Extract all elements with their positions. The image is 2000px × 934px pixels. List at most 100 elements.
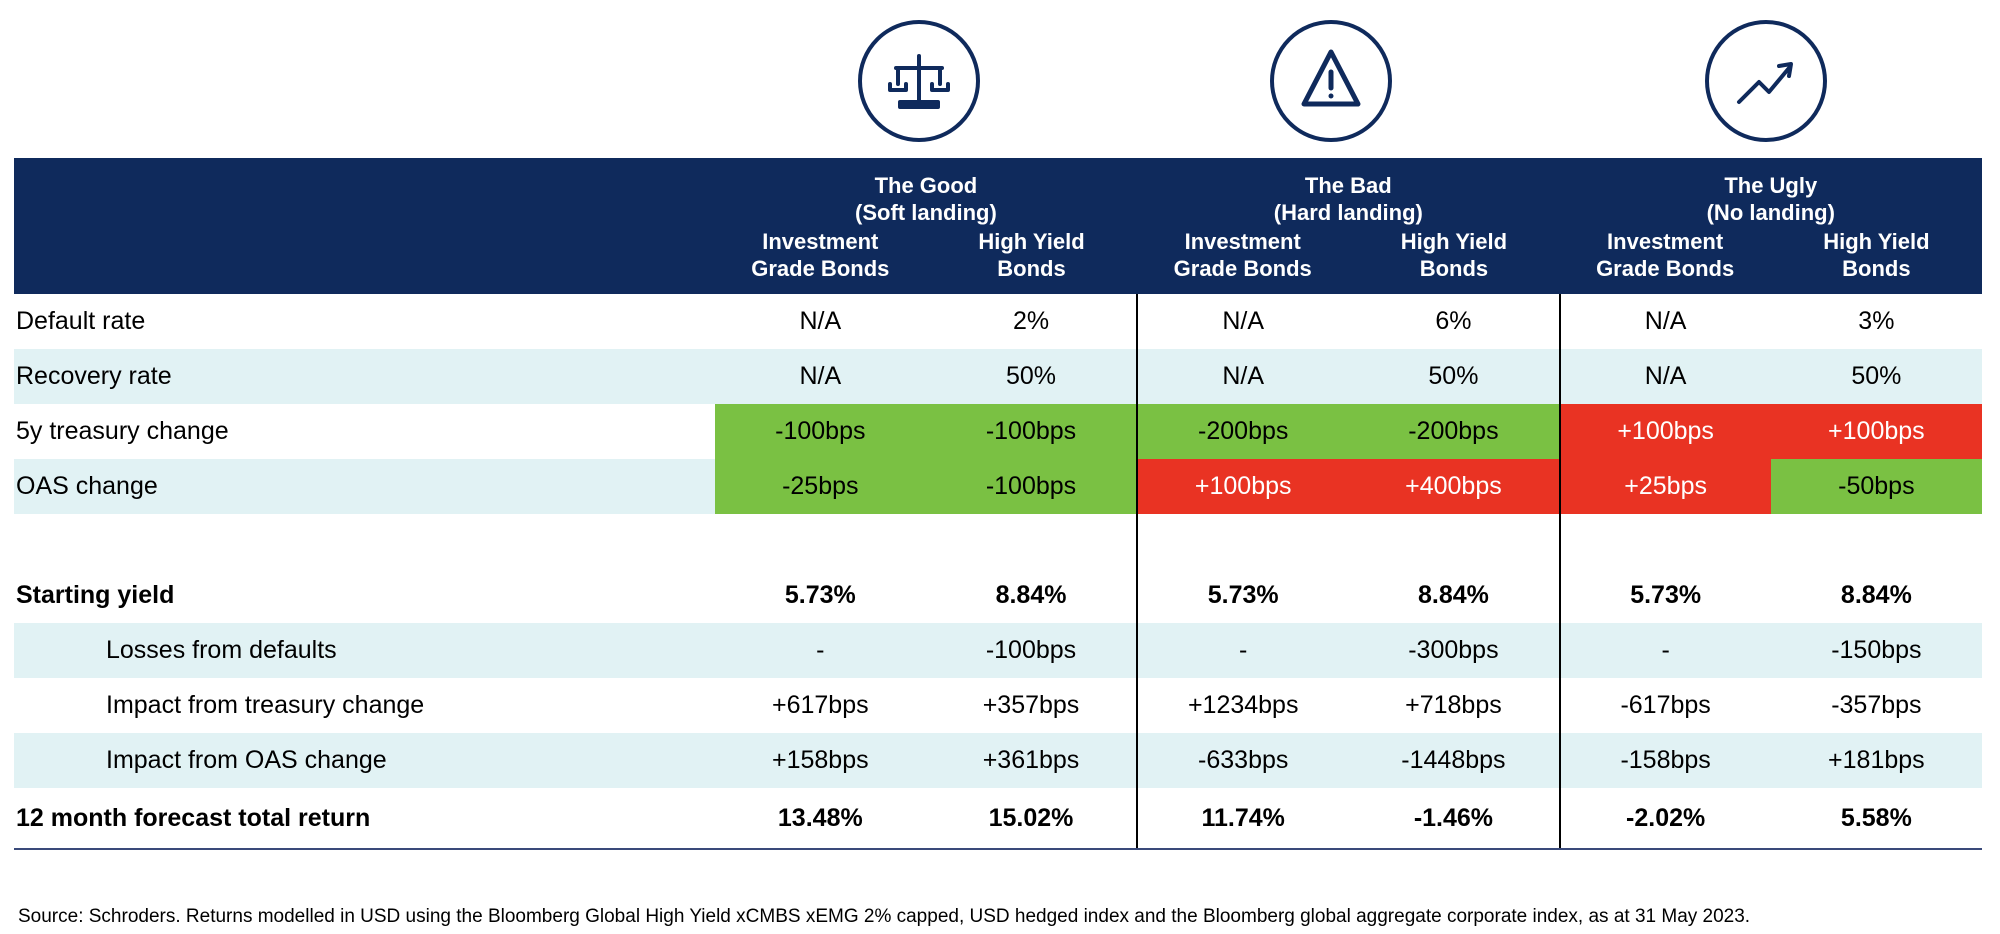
table-cell: N/A xyxy=(1136,349,1349,404)
table-cell: 2% xyxy=(1012,307,1050,335)
table-cell: +617bps xyxy=(771,691,869,719)
col-line: Investment xyxy=(1184,229,1301,254)
column-header-hy: High Yield Bonds xyxy=(1348,226,1560,294)
row-label: Default rate xyxy=(16,307,146,335)
table-cell: +158bps xyxy=(714,733,926,788)
table-cell: -158bps xyxy=(1558,733,1771,788)
column-header-hy: High Yield Bonds xyxy=(925,226,1138,294)
table-cell: N/A xyxy=(1558,349,1771,404)
scenario-icons xyxy=(0,0,2000,158)
table-cell: - xyxy=(1136,623,1349,678)
table-cell: 50% xyxy=(1770,349,1982,404)
col-line: Investment xyxy=(762,229,879,254)
scenario-title: The Bad xyxy=(1304,173,1392,198)
scenario-subtitle: (No landing) xyxy=(1706,200,1835,225)
table-cell-positive: -100bps xyxy=(714,404,926,459)
table-cell: -2.02% xyxy=(1558,788,1771,850)
table-cell-negative: +100bps xyxy=(1136,459,1349,514)
col-line: High Yield xyxy=(1823,229,1930,254)
row-label: Recovery rate xyxy=(14,349,715,404)
table-cell: N/A xyxy=(1558,294,1771,349)
table-cell: -617bps xyxy=(1558,678,1771,733)
column-header-ig: Investment Grade Bonds xyxy=(714,226,926,294)
table-row: Losses from defaults - -100bps - -300bps… xyxy=(14,623,1982,678)
trend-up-arrow-icon xyxy=(1705,20,1827,142)
scenario-ugly-header: The Ugly (No landing) xyxy=(1559,158,1982,226)
table-cell-negative: +400bps xyxy=(1348,459,1560,514)
spacer-cell xyxy=(1558,514,1771,568)
table-cell: -357bps xyxy=(1831,691,1922,719)
table-cell-positive: -200bps xyxy=(1136,404,1349,459)
column-header-ig: Investment Grade Bonds xyxy=(1559,226,1771,294)
column-header-ig: Investment Grade Bonds xyxy=(1137,226,1349,294)
scenario-subtitle: (Soft landing) xyxy=(855,200,997,225)
table-cell: +181bps xyxy=(1770,733,1982,788)
table-cell: +361bps xyxy=(925,733,1138,788)
table-cell-negative: +100bps xyxy=(1558,404,1771,459)
row-label: Impact from OAS change xyxy=(14,733,715,788)
row-label: Starting yield xyxy=(16,581,175,609)
col-line: Bonds xyxy=(1419,256,1489,281)
col-line: Grade Bonds xyxy=(751,256,890,281)
scenario-title: The Good xyxy=(874,173,978,198)
row-label: 5y treasury change xyxy=(16,417,229,445)
col-line: Grade Bonds xyxy=(1596,256,1735,281)
table-cell-positive: -25bps xyxy=(714,459,926,514)
table-row: Impact from treasury change +617bps +357… xyxy=(14,678,1982,733)
table-cell-negative: +100bps xyxy=(1770,404,1982,459)
table-cell: 8.84% xyxy=(1417,581,1489,609)
header-empty xyxy=(14,226,715,294)
spacer-cell xyxy=(1771,514,1982,568)
table-cell: +1234bps xyxy=(1136,678,1349,733)
table-row: Starting yield 5.73% 8.84% 5.73% 8.84% 5… xyxy=(14,568,1982,623)
table-row-total: 12 month forecast total return 13.48% 15… xyxy=(14,788,1982,850)
spacer-cell xyxy=(926,514,1137,568)
spacer-cell xyxy=(715,514,926,568)
col-line: High Yield xyxy=(978,229,1085,254)
row-label: OAS change xyxy=(14,459,715,514)
table-cell: 8.84% xyxy=(1840,581,1912,609)
table-cell: N/A xyxy=(1136,294,1349,349)
table-cell: -150bps xyxy=(1770,623,1982,678)
table-cell: -1.46% xyxy=(1348,788,1560,850)
table-cell: -633bps xyxy=(1136,733,1349,788)
spacer-cell xyxy=(14,514,715,568)
table-cell: 5.73% xyxy=(1558,568,1771,623)
table-cell: +357bps xyxy=(982,691,1080,719)
warning-triangle-icon xyxy=(1270,20,1392,142)
col-line: Grade Bonds xyxy=(1173,256,1312,281)
spacer-row xyxy=(14,514,1982,568)
col-line: Bonds xyxy=(1842,256,1911,281)
balance-scale-icon xyxy=(858,20,980,142)
col-line: Investment xyxy=(1607,229,1724,254)
table-cell: - xyxy=(714,623,926,678)
col-line: High Yield xyxy=(1400,229,1508,254)
table-cell: -300bps xyxy=(1348,623,1560,678)
table-cell: -1448bps xyxy=(1348,733,1560,788)
table-cell: 13.48% xyxy=(714,788,926,850)
table-cell: - xyxy=(1558,623,1771,678)
table-cell-negative: +25bps xyxy=(1558,459,1771,514)
scenario-good-header: The Good (Soft landing) xyxy=(714,158,1138,226)
table-cell: 5.73% xyxy=(784,581,856,609)
spacer-cell xyxy=(1348,514,1559,568)
bond-type-header-row: Investment Grade Bonds High Yield Bonds In… xyxy=(14,226,1982,294)
scenario-returns-table: The Good (Soft landing) The Bad (Hard la… xyxy=(14,158,1982,850)
table-cell: 50% xyxy=(1348,349,1560,404)
table-cell: 11.74% xyxy=(1136,788,1349,850)
scenario-title: The Ugly xyxy=(1724,173,1818,198)
col-line: Bonds xyxy=(997,256,1066,281)
column-header-hy: High Yield Bonds xyxy=(1770,226,1982,294)
scenario-subtitle: (Hard landing) xyxy=(1273,200,1423,225)
table-row: Recovery rate N/A 50% N/A 50% N/A 50% xyxy=(14,349,1982,404)
source-note: Source: Schroders. Returns modelled in U… xyxy=(18,906,1751,927)
table-cell-positive: -100bps xyxy=(925,459,1138,514)
table-row: 5y treasury change -100bps -100bps -200b… xyxy=(14,404,1982,459)
table-row: Default rate N/A 2% N/A 6% N/A 3% xyxy=(14,294,1982,349)
table-cell: 8.84% xyxy=(995,581,1067,609)
table-cell: -100bps xyxy=(925,623,1138,678)
table-cell-positive: -200bps xyxy=(1348,404,1560,459)
table-cell: 3% xyxy=(1858,307,1895,335)
table-row: OAS change -25bps -100bps +100bps +400bp… xyxy=(14,459,1982,514)
table-cell: N/A xyxy=(714,349,926,404)
